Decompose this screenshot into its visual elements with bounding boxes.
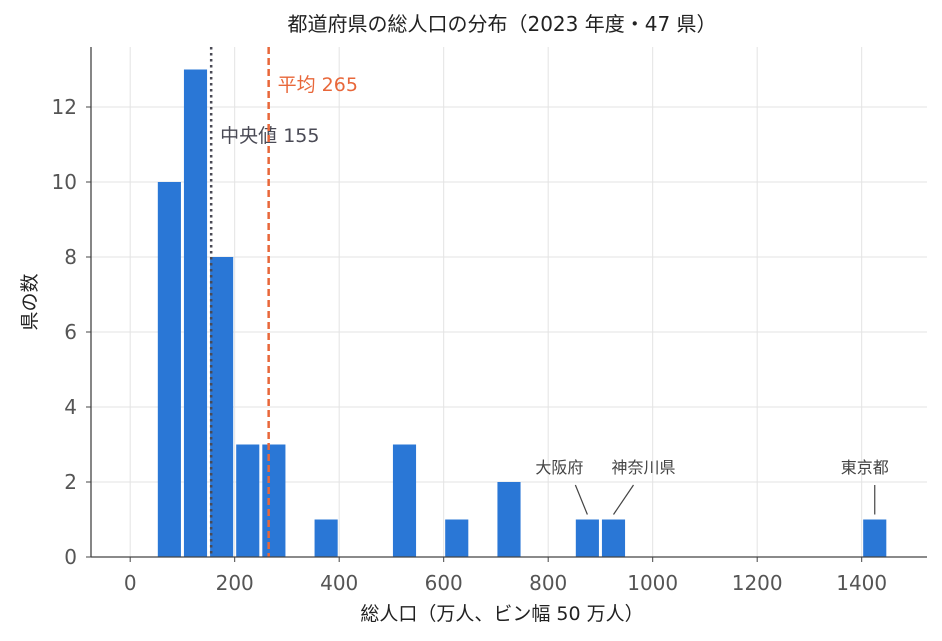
y-tick-label: 6 <box>64 320 77 344</box>
histogram-bar <box>601 519 626 557</box>
x-tick-label: 800 <box>529 571 567 595</box>
histogram-bar <box>863 519 887 557</box>
y-tick-label: 2 <box>64 470 77 494</box>
annotation-label: 東京都 <box>841 458 889 477</box>
y-axis-label: 県の数 <box>19 273 41 330</box>
bars-group <box>157 69 887 557</box>
annotations: 大阪府 神奈川県 東京都 <box>535 458 889 515</box>
x-tick-label: 400 <box>320 571 358 595</box>
y-tick-label: 12 <box>52 95 77 119</box>
histogram-bar <box>262 444 286 557</box>
mean-label: 平均 265 <box>278 74 358 96</box>
histogram-bar <box>445 519 469 557</box>
histogram-bar <box>157 182 181 557</box>
x-tick-label: 0 <box>124 571 137 595</box>
annotation-leader-line <box>613 484 634 515</box>
histogram-bar <box>392 444 417 557</box>
annotation-label: 神奈川県 <box>611 458 675 477</box>
tick-labels: 0 200 400 600 800 1000 1200 1400 0 2 4 6 8 10 12 <box>52 95 888 595</box>
chart-title: 都道府県の総人口の分布（2023 年度・47 県） <box>287 12 716 36</box>
axes <box>86 47 927 562</box>
y-tick-label: 4 <box>64 395 77 419</box>
annotation-label: 大阪府 <box>535 458 583 477</box>
histogram-bar <box>575 519 599 557</box>
histogram-bar <box>314 519 338 557</box>
histogram-bar <box>497 482 521 557</box>
histogram-bar <box>183 69 208 557</box>
y-tick-label: 0 <box>64 545 77 569</box>
x-tick-label: 1400 <box>836 571 887 595</box>
x-tick-label: 1200 <box>732 571 783 595</box>
x-tick-label: 1000 <box>627 571 678 595</box>
y-tick-label: 8 <box>64 245 77 269</box>
histogram-bar <box>236 444 260 557</box>
x-axis-label: 総人口（万人、ビン幅 50 万人） <box>360 603 643 625</box>
histogram-bar <box>210 257 234 557</box>
x-tick-label: 200 <box>216 571 254 595</box>
y-tick-label: 10 <box>52 170 77 194</box>
annotation-leader-line <box>574 484 588 515</box>
x-tick-label: 600 <box>425 571 463 595</box>
